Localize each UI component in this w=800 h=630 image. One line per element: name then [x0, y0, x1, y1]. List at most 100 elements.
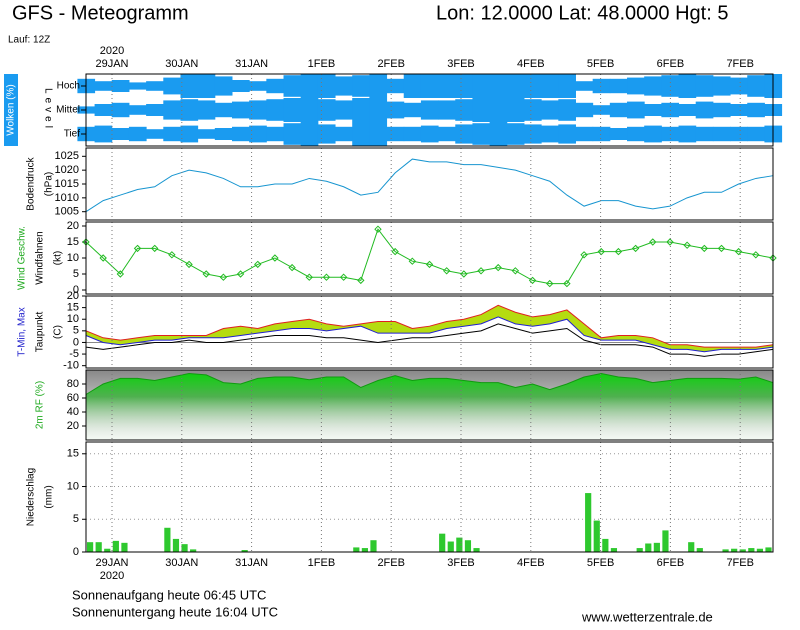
cloud-cover — [438, 100, 456, 120]
cloud-cover — [541, 100, 559, 120]
marker — [322, 273, 331, 281]
cloud-cover — [300, 74, 319, 98]
cloud-cover — [335, 76, 353, 96]
cloud-cover — [283, 98, 302, 122]
marker — [391, 247, 399, 256]
cloud-cover — [146, 81, 164, 91]
marker — [133, 244, 142, 253]
year-top: 2020 — [100, 45, 124, 57]
marker — [666, 238, 674, 246]
cloud-cover — [266, 78, 285, 94]
marker — [374, 225, 382, 233]
cloud-cover — [558, 124, 576, 144]
cloud-cover — [300, 122, 319, 146]
marker — [494, 263, 502, 272]
cloud-cover — [523, 124, 542, 144]
y-tick-label: 1015 — [55, 178, 79, 190]
precip-bar — [87, 542, 94, 552]
cloud-cover — [644, 76, 662, 96]
cloud-cover — [712, 126, 731, 142]
precip-bar — [172, 538, 180, 552]
y-tick-label: 10 — [67, 313, 79, 325]
precip-bar — [456, 537, 463, 552]
cloud-cover — [695, 75, 714, 97]
date-label-top: 7FEB — [726, 58, 754, 70]
cloud-cover — [489, 122, 508, 146]
precip-bar — [593, 520, 600, 552]
cloud-cover — [575, 102, 594, 118]
y-tick-label: 20 — [67, 420, 79, 432]
level-label: Mittel — [56, 105, 80, 116]
date-label-bottom: 29JAN — [95, 557, 128, 569]
cloud-title-box — [4, 74, 18, 146]
precip-bar — [645, 543, 652, 552]
marker — [288, 263, 296, 272]
cloud-cover — [712, 76, 731, 96]
y-tick-label: 15 — [67, 448, 79, 460]
y-tick-label: 5 — [73, 268, 79, 280]
precip-bar — [190, 549, 197, 552]
marker — [339, 273, 348, 281]
marker — [546, 279, 554, 288]
cloud-cover — [249, 125, 267, 143]
marker — [425, 260, 434, 269]
y-tick-label: 80 — [67, 378, 79, 390]
y-tick-label: 20 — [67, 220, 79, 232]
series-line — [85, 158, 774, 213]
date-label-bottom: 7FEB — [726, 557, 754, 569]
panel-bg — [86, 222, 773, 294]
cloud-cover — [403, 126, 422, 142]
precip-bar — [104, 548, 111, 552]
y-tick-label: 10 — [67, 252, 79, 264]
cloud-cover — [163, 100, 181, 120]
panel-label: T-Min, Max — [17, 307, 28, 356]
precip-bar — [370, 540, 377, 552]
cloud-cover — [747, 102, 765, 118]
cloud-cover — [197, 74, 216, 98]
precip-bar — [585, 493, 592, 552]
marker — [700, 244, 709, 253]
cloud-cover — [231, 80, 250, 92]
cloud-cover — [489, 98, 508, 122]
cloud-cover — [472, 123, 491, 145]
cloud-cover — [403, 74, 422, 98]
marker — [168, 251, 176, 259]
site: www.wetterzentrale.de — [581, 609, 713, 624]
y-tick-label: 1025 — [55, 150, 79, 162]
cloud-cover — [678, 74, 697, 98]
date-label-top: 1FEB — [308, 58, 336, 70]
marker — [254, 260, 262, 269]
marker — [116, 270, 125, 278]
cloud-cover — [335, 126, 353, 142]
marker — [580, 251, 588, 259]
y-tick-label: 20 — [67, 290, 79, 302]
cloud-cover — [627, 101, 645, 119]
cloud-cover — [146, 104, 164, 116]
cloud-cover — [678, 104, 697, 116]
precip-bar — [748, 548, 755, 552]
sunrise: Sonnenaufgang heute 06:45 UTC — [72, 587, 266, 602]
cloud-cover — [730, 104, 748, 116]
level-axis-label: Level — [42, 88, 53, 132]
date-label-top: 3FEB — [447, 58, 475, 70]
cloud-cover — [592, 126, 611, 142]
cloud-cover — [523, 99, 542, 121]
precip-bar — [653, 542, 660, 552]
cloud-cover — [128, 105, 147, 115]
y-tick-label: 5 — [73, 325, 79, 337]
location: Lon: 12.0000 Lat: 48.0000 Hgt: 5 — [436, 2, 728, 24]
panel-label: (hPa) — [44, 172, 55, 196]
marker — [597, 247, 605, 256]
cloud-cover — [214, 128, 233, 140]
y-tick-label: 15 — [67, 236, 79, 248]
cloud-cover — [163, 126, 181, 142]
marker — [202, 270, 210, 278]
y-tick-label: 40 — [67, 406, 79, 418]
marker — [649, 238, 657, 246]
rh-area — [86, 373, 773, 440]
precip-bar — [361, 548, 368, 552]
cloud-cover — [249, 81, 267, 91]
panel-frame — [85, 73, 774, 147]
precip-bar — [464, 540, 472, 552]
